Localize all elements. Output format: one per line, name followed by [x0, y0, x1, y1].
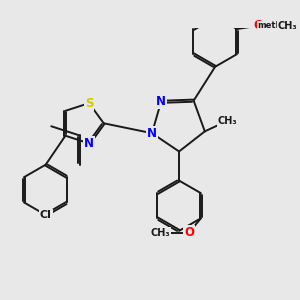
Text: methoxy: methoxy [257, 21, 298, 30]
Text: S: S [85, 97, 93, 110]
Text: N: N [147, 127, 157, 140]
Text: Cl: Cl [40, 210, 52, 220]
Text: O: O [184, 226, 194, 239]
Text: CH₃: CH₃ [151, 228, 170, 238]
Text: N: N [84, 137, 94, 150]
Text: CH₃: CH₃ [278, 21, 298, 31]
Text: O: O [253, 19, 263, 32]
Text: CH₃: CH₃ [218, 116, 237, 126]
Text: N: N [156, 95, 166, 108]
